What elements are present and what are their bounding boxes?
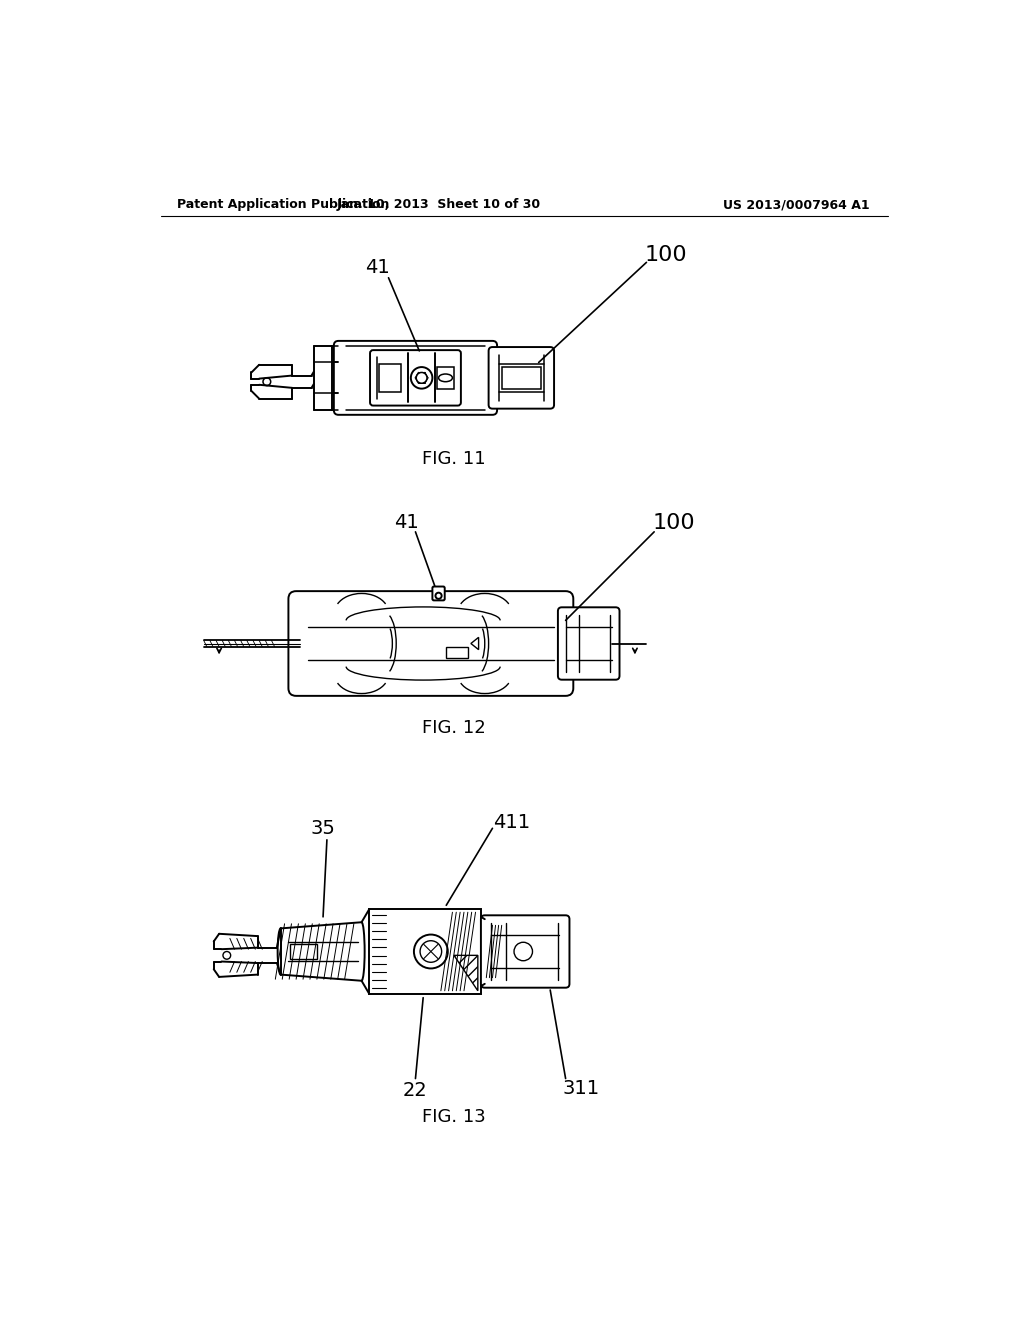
FancyBboxPatch shape xyxy=(370,350,461,405)
Bar xyxy=(502,367,541,388)
Text: 411: 411 xyxy=(494,813,530,832)
Bar xyxy=(290,944,316,960)
FancyBboxPatch shape xyxy=(289,591,573,696)
FancyBboxPatch shape xyxy=(558,607,620,680)
Text: 41: 41 xyxy=(365,259,389,277)
Bar xyxy=(370,909,481,994)
Text: US 2013/0007964 A1: US 2013/0007964 A1 xyxy=(723,198,869,211)
Text: 35: 35 xyxy=(310,818,336,838)
Text: 100: 100 xyxy=(644,244,687,264)
Text: 22: 22 xyxy=(403,1081,428,1100)
Bar xyxy=(446,647,468,659)
Bar xyxy=(379,364,400,392)
FancyBboxPatch shape xyxy=(432,586,444,601)
Text: 100: 100 xyxy=(652,512,694,532)
FancyBboxPatch shape xyxy=(481,915,569,987)
Text: Patent Application Publication: Patent Application Publication xyxy=(177,198,389,211)
Text: FIG. 11: FIG. 11 xyxy=(422,450,485,467)
Text: Jan. 10, 2013  Sheet 10 of 30: Jan. 10, 2013 Sheet 10 of 30 xyxy=(337,198,541,211)
FancyBboxPatch shape xyxy=(488,347,554,409)
Text: 311: 311 xyxy=(562,1078,600,1098)
Bar xyxy=(437,367,454,388)
Text: FIG. 12: FIG. 12 xyxy=(422,719,485,737)
Text: FIG. 13: FIG. 13 xyxy=(422,1107,485,1126)
Text: 41: 41 xyxy=(394,513,419,532)
FancyBboxPatch shape xyxy=(334,341,497,414)
